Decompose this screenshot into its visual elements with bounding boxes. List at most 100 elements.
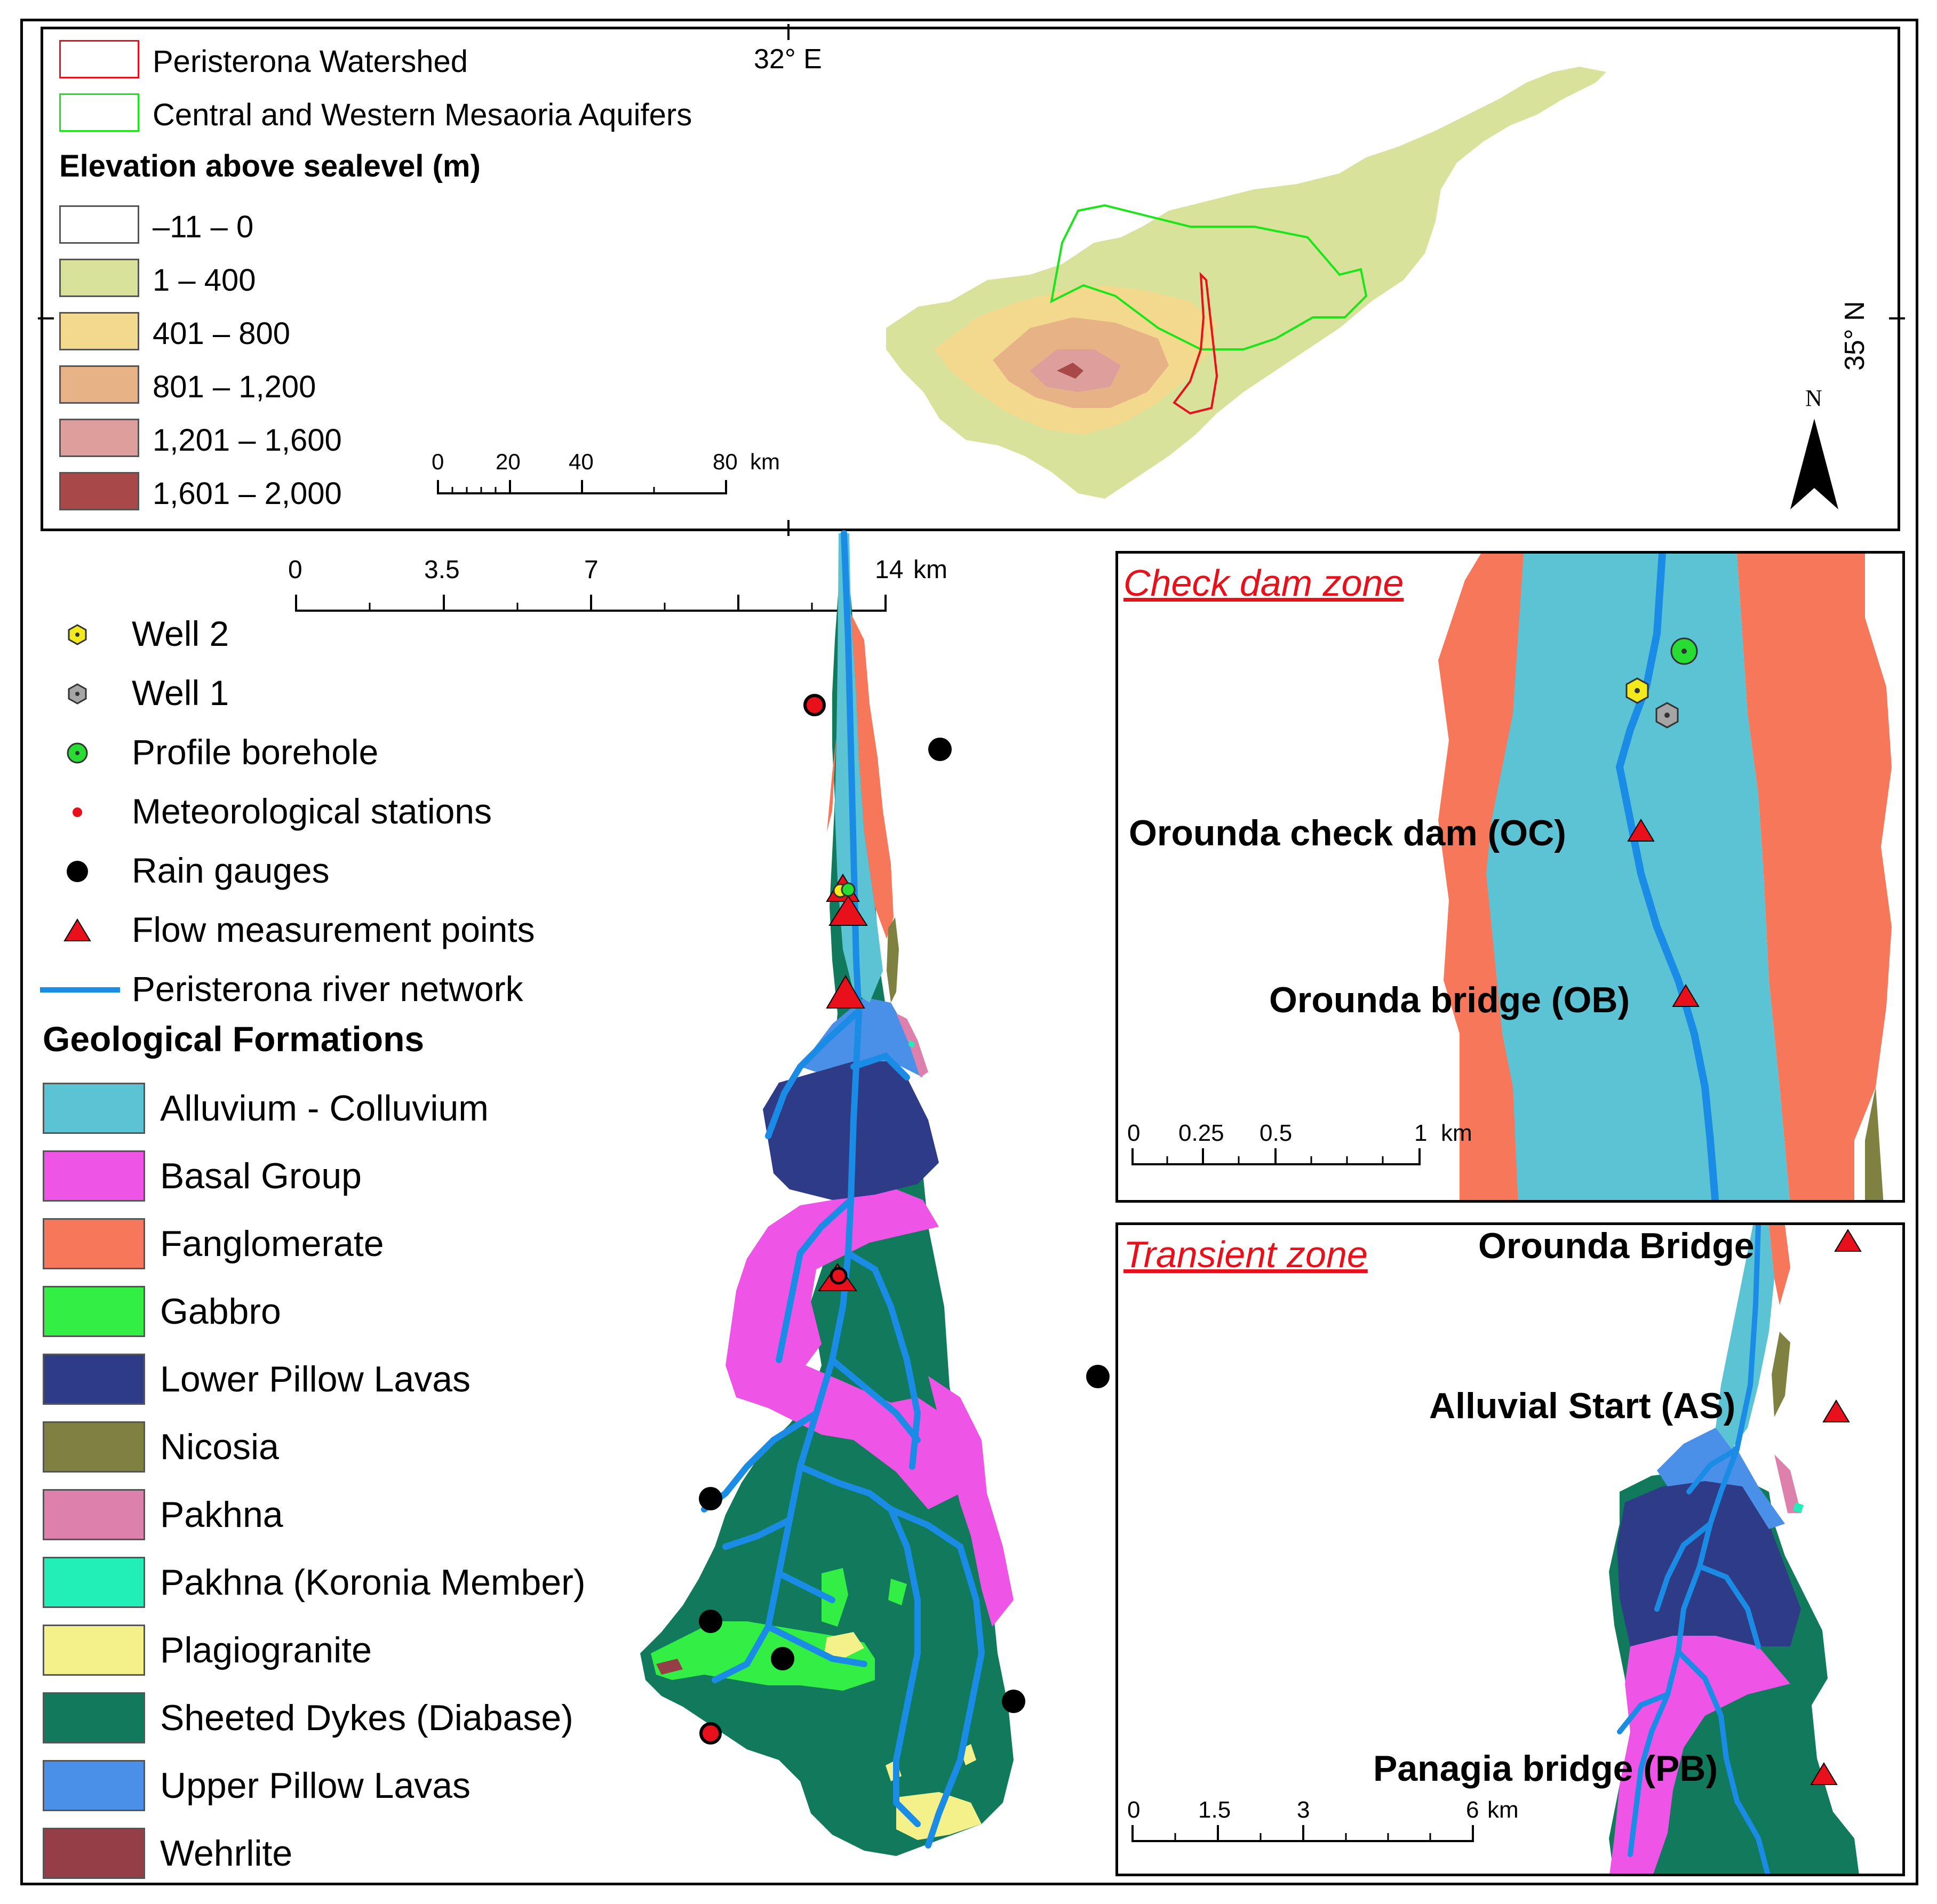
geology-gabbro [651,1621,875,1691]
flow-point-ob [828,895,868,926]
main-scale-3-5: 3.5 [424,556,460,584]
point-legend-label: Profile borehole [132,732,379,772]
transient-pakhna-koronia [1793,1502,1804,1513]
geology-swatch [43,1083,145,1134]
legend-swatch-aquifers [59,93,139,132]
black-dot-icon [67,861,88,882]
met-station-marker-center [830,1267,848,1285]
check-dam-nicosia [1865,1087,1884,1200]
met-station-marker-south [699,1722,722,1745]
geology-swatch [43,1421,145,1473]
blue-line-icon [40,987,120,993]
point-legend-label: Well 1 [132,673,229,713]
transient-scale-0: 0 [1127,1797,1141,1823]
profile-borehole-marker [841,882,856,897]
geology-upper-pillow-lavas [800,997,923,1077]
longitude-label: 32° E [754,44,822,75]
geology-fanglomerate-west [827,736,836,832]
geology-swatch [43,1557,145,1608]
overview-scale-0: 0 [432,449,444,474]
transient-alluvium [1716,1225,1774,1449]
cyprus-island-map [886,67,1606,499]
geology-swatch [43,1286,145,1337]
main-scale-0: 0 [288,556,302,584]
elevation-swatch [59,365,139,404]
watershed-outline [1173,271,1218,415]
yellow-hexagon-icon [68,624,87,645]
geology-label: Lower Pillow Lavas [160,1359,471,1399]
check-dam-geology [1438,554,1892,1200]
legend-swatch-watershed [59,40,139,78]
rain-gauge-marker [1002,1690,1025,1713]
geology-gabbro-small-1 [822,1568,848,1627]
check-dam-scale-05: 0.5 [1260,1120,1293,1146]
label-orounda-bridge: Orounda Bridge [1478,1226,1755,1266]
main-scale-unit: km [913,556,947,584]
check-dam-zone-title: Check dam zone [1123,562,1404,604]
river-network [701,530,985,1849]
flow-point-as-icon [1822,1399,1850,1422]
check-dam-fanglomerate-west [1438,554,1524,1200]
overview-scale-unit: km [750,449,780,474]
legend-label-aquifers: Central and Western Mesaoria Aquifers [153,98,692,132]
geology-gabbro-small-2 [888,1579,907,1605]
geology-swatch [43,1828,145,1879]
check-dam-scale-unit: km [1441,1120,1472,1146]
watershed-geology-map [640,530,1014,1856]
transient-upper-pillow-lavas [1657,1428,1785,1529]
overview-scale-bar [437,480,727,494]
longitude-tick-top [787,24,790,40]
geology-label: Plagiogranite [160,1630,372,1670]
geology-label: Fanglomerate [160,1223,384,1264]
geology-swatch [43,1692,145,1743]
geology-label: Sheeted Dykes (Diabase) [160,1698,573,1738]
flow-point-orounda-icon [1834,1229,1862,1252]
label-orounda-check-dam: Orounda check dam (OC) [1129,813,1566,853]
geology-pakhna-koronia [908,1040,915,1048]
well-1-icon [1655,702,1679,729]
flow-point-pb-icon [1810,1762,1838,1785]
overview-panel: 32° E 35° N Peristerona Watershed Centra… [38,24,1905,536]
transient-river [1617,1225,1771,1874]
map-frame [20,19,1918,1885]
rain-gauge-marker [699,1487,722,1510]
north-arrow-icon [1790,419,1838,509]
elevation-label: 801 – 1,200 [153,370,316,404]
label-panagia-bridge: Panagia bridge (PB) [1373,1748,1718,1789]
legend-label-watershed: Peristerona Watershed [153,44,468,79]
geology-label: Pakhna (Koronia Member) [160,1562,586,1603]
check-dam-fanglomerate-east [1737,554,1892,1200]
geology-legend-title: Geological Formations [43,1019,425,1059]
transient-fanglomerate [1769,1225,1790,1305]
met-station-marker-north [803,694,826,716]
geology-label: Upper Pillow Lavas [160,1765,471,1806]
point-legend-label: Meteorological stations [132,791,492,831]
elevation-legend-title: Elevation above sealevel (m) [59,149,481,183]
flow-point-ob-icon [1672,984,1700,1007]
rain-gauge-marker [928,738,952,761]
geology-wehrlite [656,1659,683,1675]
geology-swatch [43,1625,145,1676]
red-triangle-icon [63,918,91,941]
geology-plagiogranite-1 [824,1632,864,1659]
label-orounda-bridge-ob: Orounda bridge (OB) [1269,980,1630,1020]
check-dam-scale-025: 0.25 [1178,1120,1224,1146]
rain-gauge-marker [771,1647,794,1670]
transient-scale-bar [1131,1825,1474,1842]
geology-swatch [43,1354,145,1405]
overview-scale-40: 40 [569,449,594,474]
geology-nicosia [887,917,899,1003]
flow-point-oc-icon [1627,819,1655,842]
transient-scale-6: 6 [1466,1797,1479,1823]
geology-label: Basal Group [160,1156,362,1196]
geology-label: Alluvium - Colluvium [160,1088,489,1129]
red-dot-icon [73,807,82,817]
latitude-tick-right [1889,317,1905,319]
check-dam-scale-0: 0 [1127,1120,1141,1146]
transient-basal-group [1609,1636,1790,1874]
longitude-tick-bottom [787,520,790,536]
elevation-swatch [59,205,139,244]
transient-inset: Transient zone Orounda Bridge Alluvial S… [1115,1222,1905,1876]
geology-swatch [43,1150,145,1202]
